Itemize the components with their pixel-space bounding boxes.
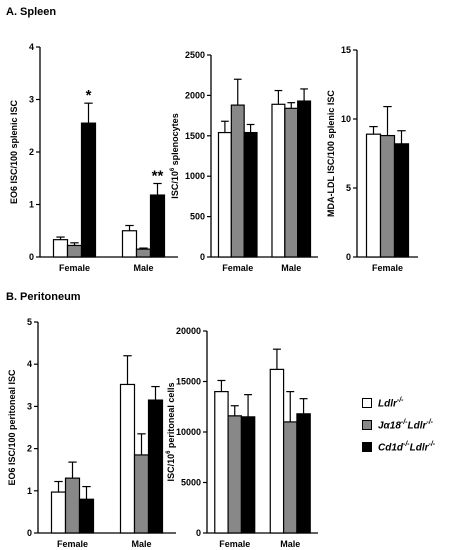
y-tick-label: 2000 (185, 90, 205, 100)
y-axis-label: ISC/106 peritoneal cells (166, 383, 176, 482)
y-tick-label: 1000 (185, 171, 205, 181)
bar-ja18-female (230, 104, 245, 258)
y-tick-label: 3 (27, 401, 32, 411)
bar-ldlr-female (217, 131, 232, 258)
significance-marker: * (86, 87, 92, 104)
chart-2: 0 500 1000 1500 2000 2500 ISC/106 splenocytes F… (170, 50, 318, 273)
y-tick-label: 0 (27, 528, 32, 538)
legend-item-cd1d-ldlr: Cd1d-/-Ldlr-/- (362, 438, 435, 456)
y-tick-label: 15000 (176, 377, 201, 387)
y-tick-label: 3 (29, 95, 34, 105)
legend-label-cd1d-ldlr: Cd1d-/-Ldlr-/- (378, 440, 436, 454)
bar-ja18-male (135, 248, 152, 258)
y-tick-label: 2 (27, 444, 32, 454)
legend-item-ja18-ldlr: Jα18-/-Ldlr-/- (362, 416, 435, 434)
bar-ja18-female (66, 244, 83, 258)
bar-ldlr-female (365, 133, 382, 258)
y-axis-label: MDA-LDL ISC/100 splenic ISC (326, 90, 336, 217)
bar-ldlr-female (214, 391, 229, 534)
y-tick-label: 10 (341, 114, 351, 124)
bar-ldlr-male (119, 383, 136, 534)
x-tick-label-male: Male (281, 263, 301, 273)
chart-4: 0 1 2 3 4 5 EO6 ISC/100 peritoneal ISC Female Ma… (7, 317, 176, 549)
bar-cd1d-female (243, 131, 258, 258)
y-tick-label: 5 (346, 183, 351, 193)
bar-cd1d-male (147, 399, 164, 534)
bar-ja18-male (282, 421, 298, 534)
x-tick-label-female: Female (57, 539, 88, 549)
y-tick-label: 500 (190, 212, 205, 222)
significance-marker: ** (152, 168, 164, 185)
x-tick-label-male: Male (133, 263, 153, 273)
bar-cd1d-male (149, 194, 166, 258)
legend-swatch-cd1d-ldlr (362, 442, 372, 452)
panel-a-title: A. Spleen (6, 6, 56, 18)
bar-ldlr-male (271, 103, 286, 258)
y-tick-label: 0 (29, 252, 34, 262)
y-tick-label: 1 (29, 200, 34, 210)
x-tick-label-female: Female (372, 263, 403, 273)
bar-ja18-male (284, 107, 299, 258)
x-tick-label-female: Female (222, 263, 253, 273)
bar-cd1d-female (80, 122, 97, 258)
bar-ja18-female (227, 415, 243, 534)
chart-3: 0 5 10 15 MDA-LDL ISC/100 splenic ISC Female (326, 45, 418, 273)
y-tick-label: 15 (341, 45, 351, 55)
y-tick-label: 0 (196, 528, 201, 538)
bar-ldlr-female (50, 491, 67, 534)
x-tick-label-male: Male (131, 539, 151, 549)
x-tick-label-female: Female (219, 539, 250, 549)
y-tick-label: 10000 (176, 427, 201, 437)
bar-ldlr-female (52, 239, 69, 258)
y-tick-label: 0 (346, 252, 351, 262)
x-tick-label-female: Female (59, 263, 90, 273)
legend-label-ldlr: Ldlr-/- (378, 396, 404, 410)
y-tick-label: 2500 (185, 50, 205, 60)
y-tick-label: 4 (29, 42, 34, 52)
y-tick-label: 1500 (185, 131, 205, 141)
y-axis-label: ISC/106 splenocytes (170, 113, 180, 198)
bar-ja18-female (64, 477, 81, 534)
y-tick-label: 0 (200, 252, 205, 262)
bar-ja18-female (379, 134, 396, 258)
legend-swatch-ja18-ldlr (362, 420, 372, 430)
x-tick-label-male: Male (280, 539, 300, 549)
bar-cd1d-male (297, 100, 312, 258)
bar-cd1d-female (78, 498, 95, 534)
bar-ja18-male (133, 454, 150, 534)
y-tick-label: 4 (27, 359, 32, 369)
panel-b-title: B. Peritoneum (6, 291, 81, 303)
y-axis-label: EO6 ISC/100 splenic ISC (9, 99, 19, 204)
legend-swatch-ldlr (362, 398, 372, 408)
bar-ldlr-male (121, 230, 138, 258)
y-tick-label: 2 (29, 147, 34, 157)
bar-cd1d-female (240, 416, 256, 534)
y-tick-label: 1 (27, 486, 32, 496)
y-tick-label: 20000 (176, 326, 201, 336)
bar-ldlr-male (269, 368, 285, 534)
legend-item-ldlr: Ldlr-/- (362, 394, 435, 412)
y-axis-label: EO6 ISC/100 peritoneal ISC (7, 369, 17, 486)
y-tick-label: 5 (27, 317, 32, 327)
bar-cd1d-male (296, 413, 311, 534)
legend: Ldlr-/- Jα18-/-Ldlr-/- Cd1d-/-Ldlr-/- (362, 394, 435, 460)
legend-label-ja18-ldlr: Jα18-/-Ldlr-/- (378, 418, 433, 432)
chart-5: 0 5000 10000 15000 20000 ISC/106 peritoneal c… (166, 326, 318, 549)
bar-cd1d-female (393, 143, 410, 258)
y-tick-label: 5000 (181, 478, 201, 488)
